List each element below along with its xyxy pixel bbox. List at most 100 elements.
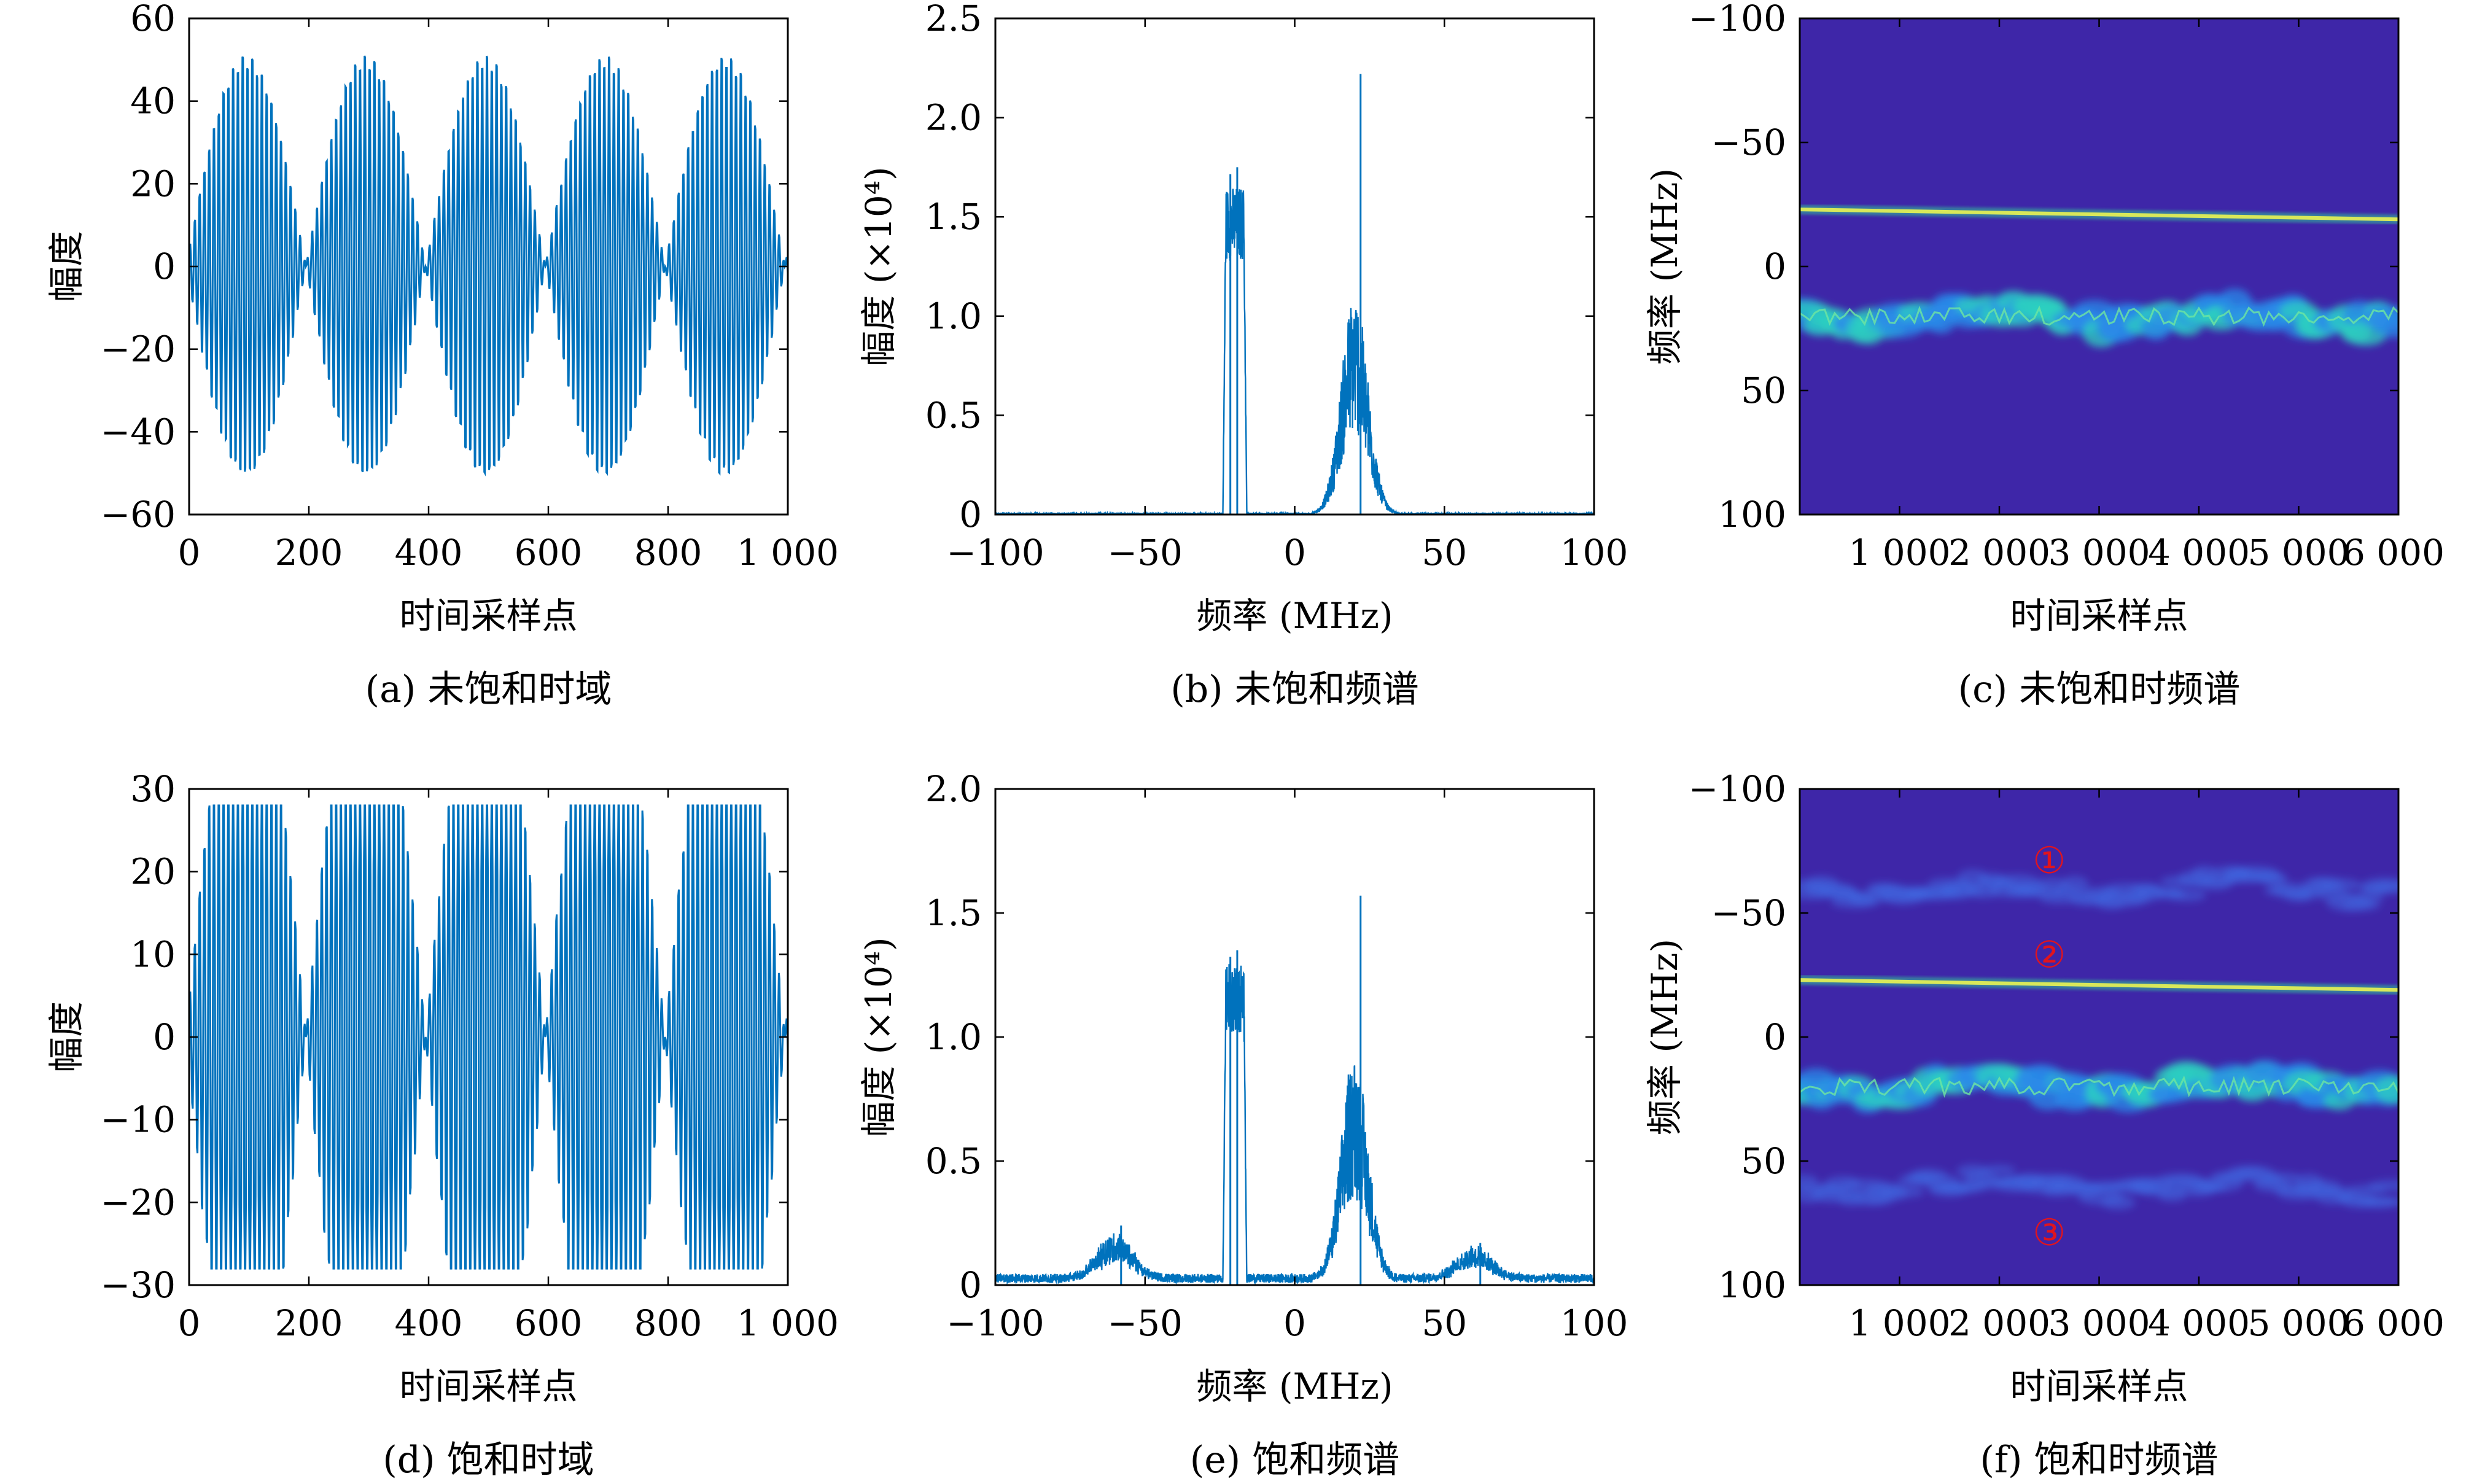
x-tick-label: 400 — [395, 532, 463, 573]
x-tick-label: 2 000 — [1948, 532, 2050, 573]
x-tick-label: 1 000 — [1848, 1302, 1950, 1344]
y-tick-label: 2.0 — [925, 768, 982, 810]
noisy-band-3 — [1800, 1164, 2398, 1210]
x-tick-label: 0 — [1283, 532, 1306, 573]
plot-area — [1800, 789, 2398, 1285]
y-tick-label: 20 — [130, 163, 176, 204]
y-tick-label: 2.0 — [925, 97, 982, 139]
y-tick-label: −30 — [101, 1264, 176, 1306]
y-tick-label: −100 — [1689, 0, 1786, 39]
x-tick-label: 1 000 — [1848, 532, 1950, 573]
y-axis-label: 幅度 (×10⁴) — [858, 937, 900, 1136]
y-tick-label: 0 — [959, 1264, 982, 1306]
panel-a: 0 200 400 600 800 1 000 −60 −40 −20 0 20 40 60 时间采样点 幅… — [45, 0, 839, 711]
series-line — [995, 964, 1594, 1285]
y-axis-label: 幅度 — [45, 231, 87, 302]
x-tick-label: 100 — [1560, 1302, 1628, 1344]
y-tick-label: 1.5 — [925, 196, 982, 238]
plot-area — [189, 804, 788, 1270]
annotation-2: ② — [2032, 934, 2066, 977]
plot-area — [189, 55, 788, 476]
y-axis-label: 频率 (MHz) — [1644, 168, 1686, 365]
x-axis-label: 频率 (MHz) — [1196, 595, 1393, 637]
x-axis-label: 时间采样点 — [2010, 1366, 2188, 1407]
y-tick-label: 0.5 — [925, 1140, 982, 1182]
x-tick-label: 50 — [1422, 532, 1467, 573]
x-tick-label: 1 000 — [737, 532, 839, 573]
x-tick-label: 3 000 — [2048, 1302, 2150, 1344]
x-tick-label: 200 — [275, 1302, 343, 1344]
plot-area — [995, 895, 1594, 1285]
plot-area — [1800, 18, 2398, 515]
x-tick-label: 5 000 — [2247, 532, 2349, 573]
x-tick-label: 0 — [178, 1302, 201, 1344]
y-tick-label: 0 — [1764, 1016, 1786, 1058]
heatmap-background — [1800, 789, 2398, 1285]
panel-caption: (e) 饱和频谱 — [1190, 1439, 1399, 1482]
series-line — [995, 188, 1594, 515]
x-tick-label: 6 000 — [2343, 532, 2445, 573]
x-tick-label: 800 — [634, 532, 702, 573]
y-tick-label: −40 — [101, 411, 176, 453]
panel-caption: (f) 饱和时频谱 — [1980, 1439, 2218, 1482]
y-tick-label: 0 — [153, 246, 176, 287]
y-tick-label: −20 — [101, 328, 176, 370]
panel-d: 0 200 400 600 800 1 000 −30 −20 −10 0 10 20 30 时间采样点 幅… — [45, 768, 839, 1482]
x-tick-label: 2 000 — [1948, 1302, 2050, 1344]
y-tick-label: 100 — [1718, 1264, 1786, 1306]
x-tick-label: 800 — [634, 1302, 702, 1344]
panel-caption: (d) 饱和时域 — [383, 1439, 594, 1482]
band-ridge — [1800, 1075, 2398, 1098]
panel-caption: (c) 未饱和时频谱 — [1958, 668, 2241, 711]
y-tick-label: 40 — [130, 80, 176, 122]
panel-caption: (a) 未饱和时域 — [365, 668, 612, 711]
y-tick-label: 60 — [130, 0, 176, 39]
series-line — [189, 804, 788, 1270]
x-axis-label: 时间采样点 — [2010, 595, 2188, 637]
y-tick-label: 0 — [959, 494, 982, 535]
y-tick-label: −50 — [1711, 892, 1786, 934]
y-tick-label: 30 — [130, 768, 176, 810]
x-tick-label: 4 000 — [2148, 532, 2250, 573]
x-tick-label: 100 — [1560, 532, 1628, 573]
y-tick-label: −60 — [101, 494, 176, 535]
y-axis-label: 幅度 (×10⁴) — [858, 166, 900, 366]
x-tick-label: 400 — [395, 1302, 463, 1344]
noisy-band-0 — [1800, 865, 2398, 912]
x-tick-label: 4 000 — [2148, 1302, 2250, 1344]
x-tick-label: 0 — [178, 532, 201, 573]
x-tick-label: 1 000 — [737, 1302, 839, 1344]
y-tick-label: −20 — [101, 1181, 176, 1223]
x-tick-label: −50 — [1108, 532, 1183, 573]
y-axis-label: 频率 (MHz) — [1644, 939, 1686, 1135]
y-tick-label: 1.5 — [925, 892, 982, 934]
y-tick-label: −50 — [1711, 122, 1786, 163]
x-tick-label: 200 — [275, 532, 343, 573]
annotation-3: ③ — [2032, 1211, 2066, 1254]
x-tick-label: 50 — [1422, 1302, 1467, 1344]
y-tick-label: 0 — [1764, 246, 1786, 287]
y-tick-label: 2.5 — [925, 0, 982, 39]
y-tick-label: 50 — [1741, 370, 1786, 411]
y-tick-label: −10 — [101, 1099, 176, 1141]
axes-frame — [994, 788, 1595, 1286]
x-tick-label: 600 — [515, 1302, 583, 1344]
x-tick-label: −100 — [946, 1302, 1044, 1344]
y-tick-label: 1.0 — [925, 295, 982, 337]
y-tick-label: 100 — [1718, 494, 1786, 535]
x-tick-label: −50 — [1108, 1302, 1183, 1344]
y-tick-label: −100 — [1689, 768, 1786, 810]
plot-area — [995, 74, 1594, 515]
panel-caption: (b) 未饱和频谱 — [1170, 668, 1418, 711]
x-tick-label: 5 000 — [2247, 1302, 2349, 1344]
x-tick-label: 600 — [515, 532, 583, 573]
y-tick-label: 1.0 — [925, 1016, 982, 1058]
chirp-line — [1800, 208, 2398, 222]
x-tick-label: 3 000 — [2048, 532, 2150, 573]
y-tick-label: 0 — [153, 1016, 176, 1058]
chirp-line — [1800, 978, 2398, 992]
x-tick-label: 6 000 — [2343, 1302, 2445, 1344]
